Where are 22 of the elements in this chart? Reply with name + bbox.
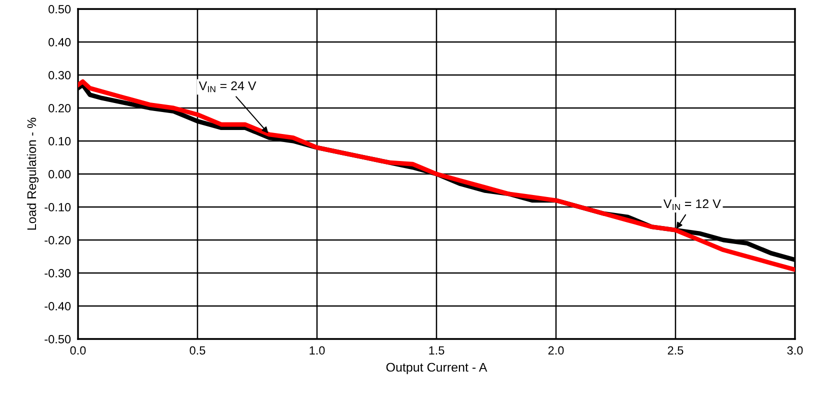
x-tick-label: 0.5 xyxy=(190,346,206,355)
y-axis-title: Load Regulation - % xyxy=(26,118,39,230)
x-tick-label: 1.5 xyxy=(429,346,444,355)
y-tick-label: 0.00 xyxy=(48,170,71,178)
y-tick-label: 0.30 xyxy=(48,71,71,80)
series-label: V$_{IN}$ = 12 V xyxy=(663,199,721,210)
y-tick-label: 0.40 xyxy=(48,38,71,46)
y-tick-label: 0.10 xyxy=(48,137,71,146)
x-tick-label: 0.0 xyxy=(70,346,86,355)
x-axis-title: Output Current - A xyxy=(386,362,488,374)
x-tick-label: 2.5 xyxy=(668,346,684,355)
x-tick-label: 2.0 xyxy=(548,346,564,355)
x-tick-label: 1.0 xyxy=(310,346,325,355)
x-tick-label: 3.0 xyxy=(787,346,803,355)
y-tick-label: 0.20 xyxy=(48,104,71,112)
series-label: V$_{IN}$ = 24 V xyxy=(198,81,256,92)
y-tick-label: -0.20 xyxy=(44,236,71,244)
y-tick-label: -0.40 xyxy=(44,302,71,310)
y-tick-label: -0.50 xyxy=(44,335,71,344)
y-tick-label: 0.50 xyxy=(48,5,71,14)
y-tick-label: -0.10 xyxy=(44,203,71,212)
y-tick-label: -0.30 xyxy=(44,269,71,278)
